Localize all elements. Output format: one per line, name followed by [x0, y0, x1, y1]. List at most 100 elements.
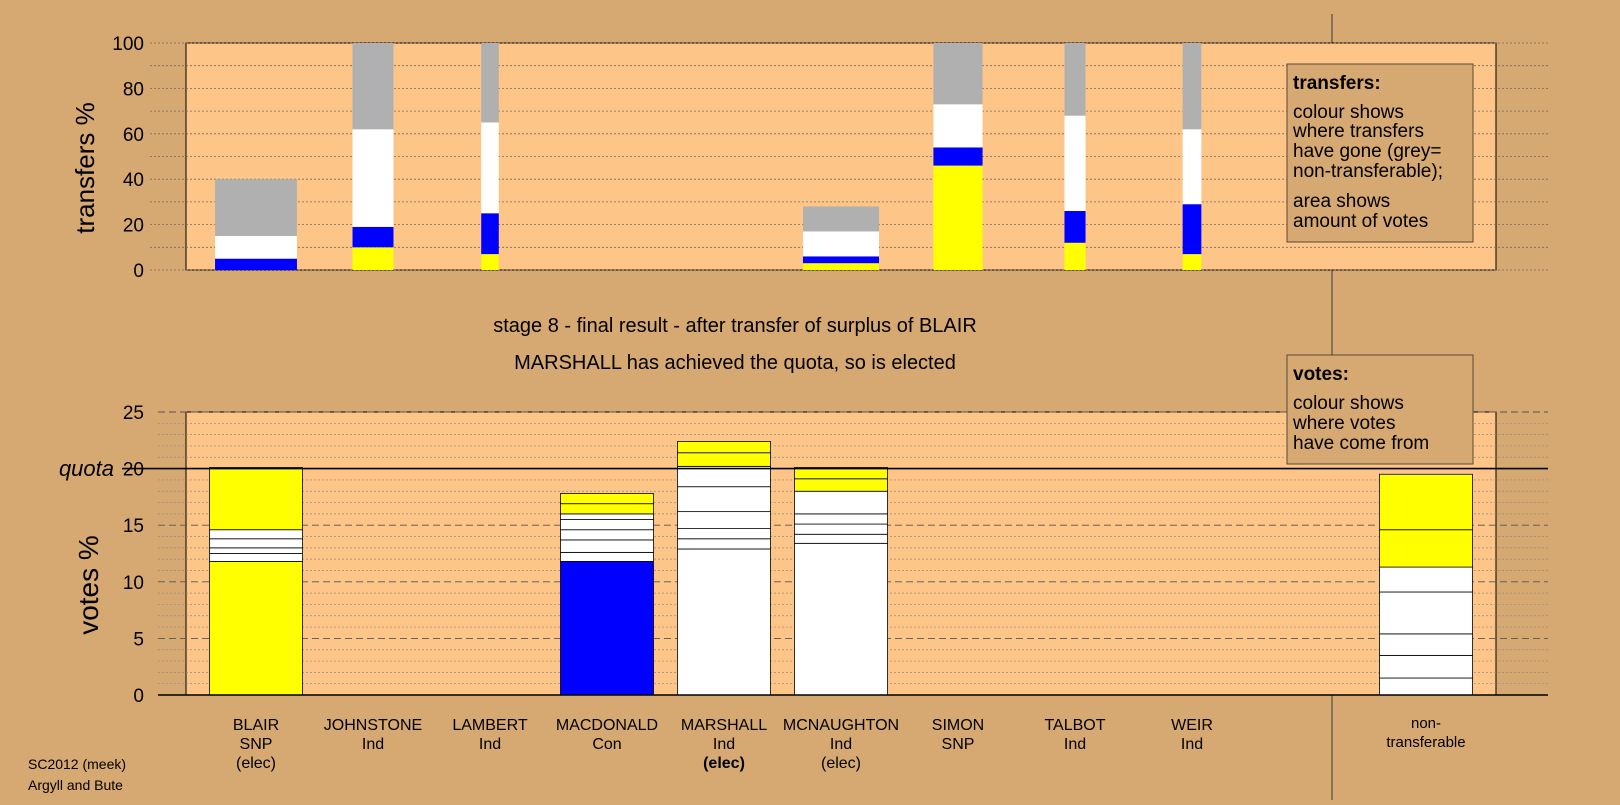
votes-bar-segment [794, 523, 888, 535]
stage-title: stage 8 - final result - after transfer … [493, 315, 977, 337]
transfers-bar-segment [1182, 129, 1202, 205]
candidate-label: JOHNSTONE [324, 717, 422, 734]
votes-bar-segment [677, 511, 771, 529]
candidate-label: Ind [479, 736, 501, 753]
transfers-bar-segment [933, 165, 983, 270]
votes-bar-segment [677, 528, 771, 540]
transfers-bar-segment [1064, 115, 1086, 211]
transfers-bar-segment [802, 206, 880, 232]
legend-votes-line: colour shows [1293, 393, 1404, 414]
transfers-bar-segment [802, 263, 880, 270]
votes-bar-segment [677, 486, 771, 513]
transfers-bar-segment [481, 122, 499, 214]
votes-bar-segment [209, 553, 303, 562]
transfers-y-tick-label: 60 [123, 125, 144, 146]
votes-bar-segment [560, 539, 654, 553]
candidate-label: TALBOT [1044, 717, 1105, 734]
votes-bar-segment [794, 533, 888, 544]
candidate-label: Ind [1064, 736, 1086, 753]
candidate-label: (elec) [236, 755, 276, 772]
legend-votes-line: have come from [1293, 433, 1429, 454]
legend-transfers-line: colour shows [1293, 102, 1404, 123]
votes-bar-segment [1379, 529, 1473, 568]
legend-transfers-box [1286, 63, 1474, 243]
transfers-bar-segment [352, 247, 394, 270]
votes-bar-segment [560, 503, 654, 515]
votes-bar-segment [677, 441, 771, 454]
candidate-label: Con [592, 736, 621, 753]
nontransferable-label: transferable [1386, 734, 1465, 751]
votes-bar-segment [209, 538, 303, 549]
transfers-bar-segment [1064, 210, 1086, 243]
votes-bar-segment [1379, 566, 1473, 593]
transfers-bar-segment [1182, 43, 1202, 130]
top-y-axis-label: transfers % [70, 102, 100, 234]
candidate-label: Ind [830, 736, 852, 753]
transfers-bar-segment [933, 104, 983, 148]
votes-bar-segment [560, 519, 654, 531]
votes-bar-segment [1379, 654, 1473, 679]
votes-bar-segment [209, 561, 303, 696]
votes-y-tick-label: 10 [123, 573, 144, 594]
transfers-y-tick-label: 0 [133, 261, 144, 282]
transfers-y-tick-label: 100 [112, 34, 144, 55]
votes-bar-segment [560, 493, 654, 505]
candidate-label: LAMBERT [452, 717, 528, 734]
candidate-label: SIMON [932, 717, 984, 734]
transfers-bar-segment [215, 258, 297, 270]
stage-subtitle: MARSHALL has achieved the quota, so is e… [514, 352, 956, 374]
votes-bar-segment [209, 467, 303, 531]
transfers-bar-segment [215, 235, 297, 259]
transfers-y-tick-label: 20 [123, 216, 144, 237]
candidate-label: SNP [942, 736, 975, 753]
footer-method: SC2012 (meek) [28, 756, 126, 772]
votes-bar-segment [794, 490, 888, 515]
transfers-bar-segment [481, 43, 499, 123]
votes-bar-segment [794, 478, 888, 492]
votes-y-tick-label: 5 [133, 629, 144, 650]
candidate-label: MARSHALL [681, 717, 767, 734]
votes-bar-segment [794, 513, 888, 525]
legend-votes-box [1286, 354, 1474, 465]
candidate-label: Ind [362, 736, 384, 753]
legend-transfers-heading: transfers: [1293, 73, 1381, 94]
legend-transfers: transfers: colour shows where transfers … [1286, 63, 1474, 243]
votes-y-tick-label: 0 [133, 686, 144, 707]
transfers-bar-segment [1182, 204, 1202, 255]
votes-bar-segment [1379, 633, 1473, 656]
votes-bar-segment [1379, 591, 1473, 635]
votes-bar-segment [560, 529, 654, 541]
candidate-label: (elec) [703, 755, 745, 772]
candidate-label: SNP [240, 736, 273, 753]
legend-votes-line: where votes [1292, 413, 1395, 434]
candidate-label: (elec) [821, 755, 861, 772]
footer-region: Argyll and Bute [28, 777, 123, 793]
votes-y-tick-label: 20 [123, 460, 144, 481]
transfers-bar-segment [933, 147, 983, 166]
votes-bar-segment [794, 467, 888, 480]
legend-transfers-line: where transfers [1292, 121, 1424, 142]
legend-transfers-line: amount of votes [1293, 211, 1428, 232]
votes-y-tick-label: 15 [123, 516, 144, 537]
transfers-bar-segment [352, 129, 394, 227]
votes-bar-segment [560, 561, 654, 696]
legend-transfers-line: area shows [1293, 191, 1390, 212]
transfers-bar-segment [215, 179, 297, 236]
candidate-label: Ind [1181, 736, 1203, 753]
candidate-label: Ind [713, 736, 735, 753]
transfers-bar-segment [481, 213, 499, 255]
votes-bar-segment [677, 538, 771, 550]
transfers-y-tick-label: 80 [123, 79, 144, 100]
transfers-bar-segment [802, 256, 880, 264]
transfers-bar-segment [802, 231, 880, 257]
transfers-y-tick-label: 40 [123, 170, 144, 191]
votes-bar-segment [677, 548, 771, 696]
legend-transfers-line: have gone (grey= [1293, 141, 1441, 162]
transfers-bar-segment [352, 226, 394, 248]
legend-transfers-line: non-transferable); [1293, 161, 1443, 182]
votes-bar-segment [560, 551, 654, 562]
transfers-bar-segment [933, 43, 983, 105]
votes-bar-segment [1379, 473, 1473, 531]
